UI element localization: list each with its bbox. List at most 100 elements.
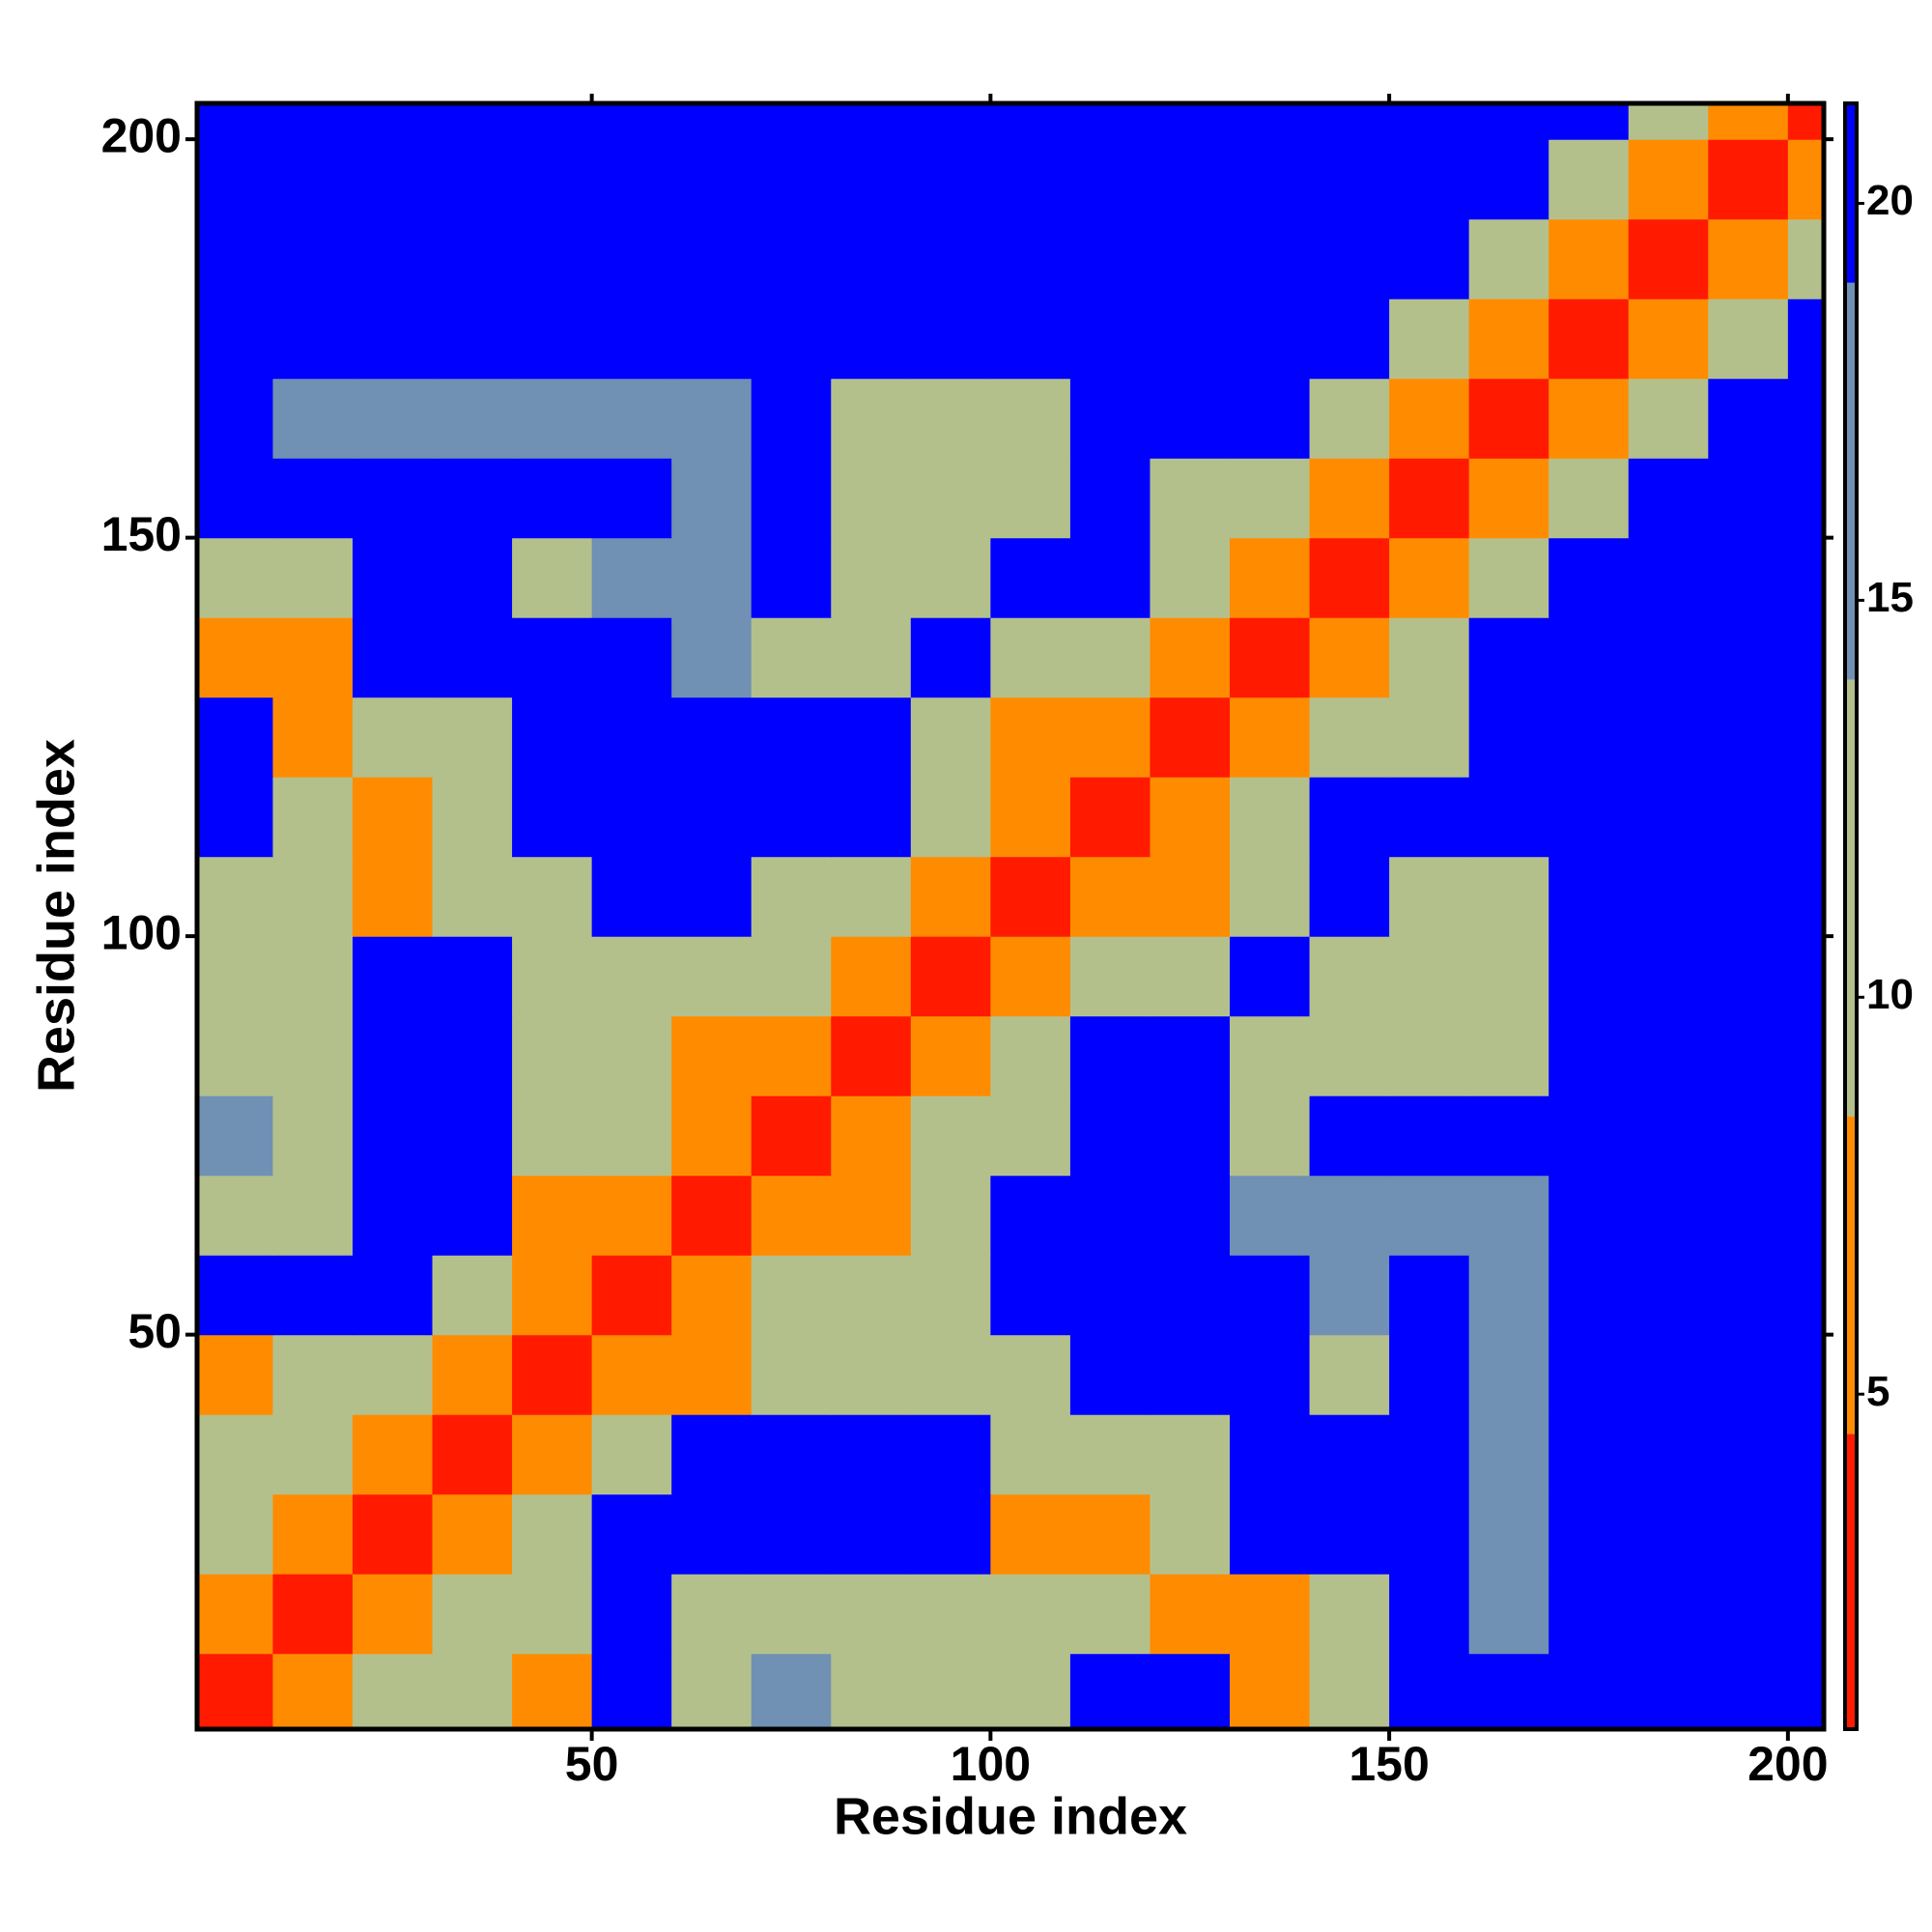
heatmap-cell <box>910 1015 991 1096</box>
heatmap-cell <box>910 458 991 539</box>
heatmap-cell <box>1069 1255 1151 1336</box>
heatmap-cell <box>1708 378 1789 459</box>
colorbar-tick-label: 10 <box>1866 971 1914 1018</box>
heatmap-cell <box>272 617 354 698</box>
colorbar-frame <box>1843 101 1859 1731</box>
heatmap-cell <box>1468 1574 1549 1655</box>
heatmap-cell <box>1309 1015 1390 1096</box>
heatmap-cell <box>1309 856 1390 937</box>
heatmap-cell <box>1230 936 1311 1017</box>
heatmap-cell <box>1389 1653 1470 1729</box>
heatmap-cell <box>1389 1095 1470 1177</box>
colorbar-segment <box>1845 1116 1857 1435</box>
heatmap-cell <box>1787 1574 1824 1655</box>
heatmap-cell <box>352 617 434 698</box>
y-tick-label: 150 <box>101 507 182 561</box>
x-tick-label: 150 <box>1349 1737 1429 1791</box>
heatmap-cell <box>1389 139 1470 220</box>
heatmap-cell <box>990 1334 1071 1415</box>
heatmap-cell <box>1150 1015 1231 1096</box>
heatmap-cell <box>1150 218 1231 299</box>
heatmap-cell <box>1150 856 1231 937</box>
heatmap-cell <box>671 139 753 220</box>
heatmap-cell <box>910 378 991 459</box>
heatmap-cell <box>1468 1414 1549 1495</box>
heatmap-cell <box>990 1414 1071 1495</box>
heatmap-cell <box>1150 936 1231 1017</box>
heatmap-cell <box>831 777 912 858</box>
heatmap-cell <box>352 696 434 778</box>
heatmap-cell <box>512 218 593 299</box>
heatmap-cell <box>591 537 672 618</box>
heatmap-cell <box>1069 1414 1151 1495</box>
heatmap-cell <box>1309 696 1390 778</box>
heatmap-cell <box>1628 218 1709 299</box>
heatmap-cell <box>432 537 513 618</box>
heatmap-cell <box>1309 777 1390 858</box>
heatmap-cell <box>751 1574 832 1655</box>
heatmap-cell <box>1309 378 1390 459</box>
heatmap-cell <box>1787 1493 1824 1575</box>
heatmap-cell <box>1069 777 1151 858</box>
heatmap-cell <box>512 1574 593 1655</box>
heatmap-cell <box>1150 1095 1231 1177</box>
heatmap-cell <box>671 777 753 858</box>
heatmap-cell <box>831 1574 912 1655</box>
heatmap-cell <box>831 1095 912 1177</box>
heatmap-cell <box>1069 1334 1151 1415</box>
heatmap-cell <box>591 139 672 220</box>
heatmap-cell <box>591 1574 672 1655</box>
heatmap-cell <box>1230 218 1311 299</box>
heatmap-cell <box>671 696 753 778</box>
heatmap-cell <box>1069 1095 1151 1177</box>
heatmap-cell <box>1548 696 1630 778</box>
heatmap-cell <box>1389 1015 1470 1096</box>
heatmap-cell <box>1628 537 1709 618</box>
heatmap-cell <box>591 1255 672 1336</box>
heatmap-cell <box>1069 103 1151 140</box>
heatmap-cell <box>1787 856 1824 937</box>
heatmap-cell <box>1389 1574 1470 1655</box>
heatmap-cell <box>671 1175 753 1256</box>
heatmap-cell <box>1069 139 1151 220</box>
heatmap-cell <box>1628 856 1709 937</box>
heatmap-cell <box>591 103 672 140</box>
heatmap-cell <box>1230 1175 1311 1256</box>
heatmap-cell <box>1628 1493 1709 1575</box>
heatmap-cell <box>751 696 832 778</box>
heatmap-cell <box>1708 1095 1789 1177</box>
heatmap-cell <box>512 103 593 140</box>
heatmap-cell <box>910 1334 991 1415</box>
heatmap-cell <box>352 936 434 1017</box>
heatmap-cell <box>1150 1653 1231 1729</box>
heatmap-cell <box>512 378 593 459</box>
heatmap-cell <box>1787 458 1824 539</box>
heatmap-cell <box>1468 458 1549 539</box>
heatmap-cell <box>1230 458 1311 539</box>
heatmap-cell <box>671 378 753 459</box>
heatmap-cell <box>1628 1175 1709 1256</box>
heatmap-cell <box>1628 777 1709 858</box>
heatmap-cell <box>1787 936 1824 1017</box>
heatmap-cell <box>1230 1334 1311 1415</box>
heatmap-cell <box>272 1334 354 1415</box>
heatmap-cell <box>910 139 991 220</box>
heatmap-cell <box>1230 696 1311 778</box>
heatmap-cell <box>751 139 832 220</box>
heatmap-cell <box>591 1493 672 1575</box>
heatmap-cell <box>1309 936 1390 1017</box>
heatmap-cell <box>1389 537 1470 618</box>
heatmap-cell <box>591 1334 672 1415</box>
x-tick-label: 200 <box>1747 1737 1828 1791</box>
heatmap-cell <box>272 103 354 140</box>
heatmap-cell <box>1150 1255 1231 1336</box>
heatmap-cell <box>432 777 513 858</box>
heatmap-cell <box>1708 537 1789 618</box>
colorbar-tick-label: 5 <box>1866 1368 1889 1415</box>
heatmap-cell <box>272 1653 354 1729</box>
heatmap-cell <box>591 1175 672 1256</box>
heatmap-cell <box>990 1574 1071 1655</box>
heatmap-cell <box>1548 1095 1630 1177</box>
heatmap-cell <box>990 617 1071 698</box>
